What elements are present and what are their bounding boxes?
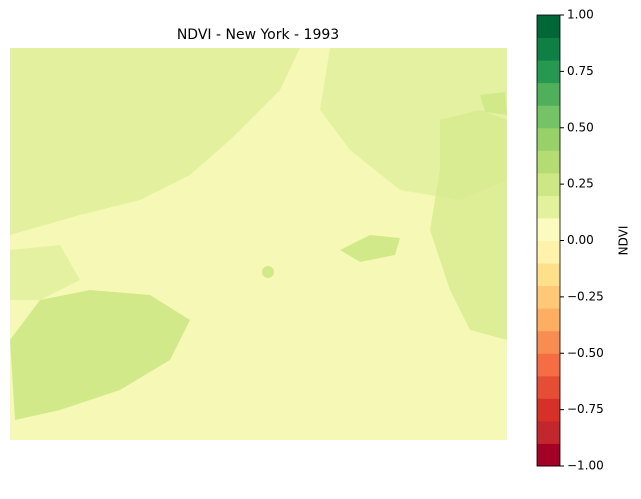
- colorbar-tick-label: 0.50: [567, 120, 594, 134]
- colorbar-segment: [537, 353, 560, 377]
- chart-title: NDVI - New York - 1993: [177, 27, 339, 43]
- colorbar-segment: [537, 443, 560, 467]
- colorbar-segment: [537, 285, 560, 309]
- colorbar-segment: [537, 308, 560, 332]
- colorbar-segment: [537, 240, 560, 264]
- colorbar-segment: [537, 375, 560, 399]
- colorbar-tick-label: −1.00: [567, 459, 604, 473]
- colorbar-tick-label: −0.25: [567, 289, 604, 303]
- colorbar-segment: [537, 60, 560, 84]
- colorbar-segment: [537, 150, 560, 174]
- colorbar-tick-label: 0.00: [567, 233, 594, 247]
- colorbar-segment: [537, 398, 560, 422]
- colorbar-label: NDVI: [617, 226, 631, 256]
- colorbar-segment: [537, 15, 560, 39]
- colorbar-segment: [537, 263, 560, 287]
- colorbar-segment: [537, 82, 560, 106]
- colorbar-tick-label: 1.00: [567, 8, 594, 22]
- colorbar-segment: [537, 127, 560, 151]
- colorbar-tick-label: −0.75: [567, 402, 604, 416]
- colorbar-segment: [537, 217, 560, 241]
- colorbar-segment: [537, 105, 560, 129]
- ndvi-map: [10, 48, 507, 440]
- colorbar-segment: [537, 420, 560, 444]
- colorbar-tick-label: 0.75: [567, 64, 594, 78]
- colorbar-tick-label: 0.25: [567, 177, 594, 191]
- colorbar-segment: [537, 330, 560, 354]
- colorbar-segment: [537, 37, 560, 61]
- colorbar-segment: [537, 195, 560, 219]
- colorbar-tick-label: −0.50: [567, 346, 604, 360]
- colorbar-segment: [537, 172, 560, 196]
